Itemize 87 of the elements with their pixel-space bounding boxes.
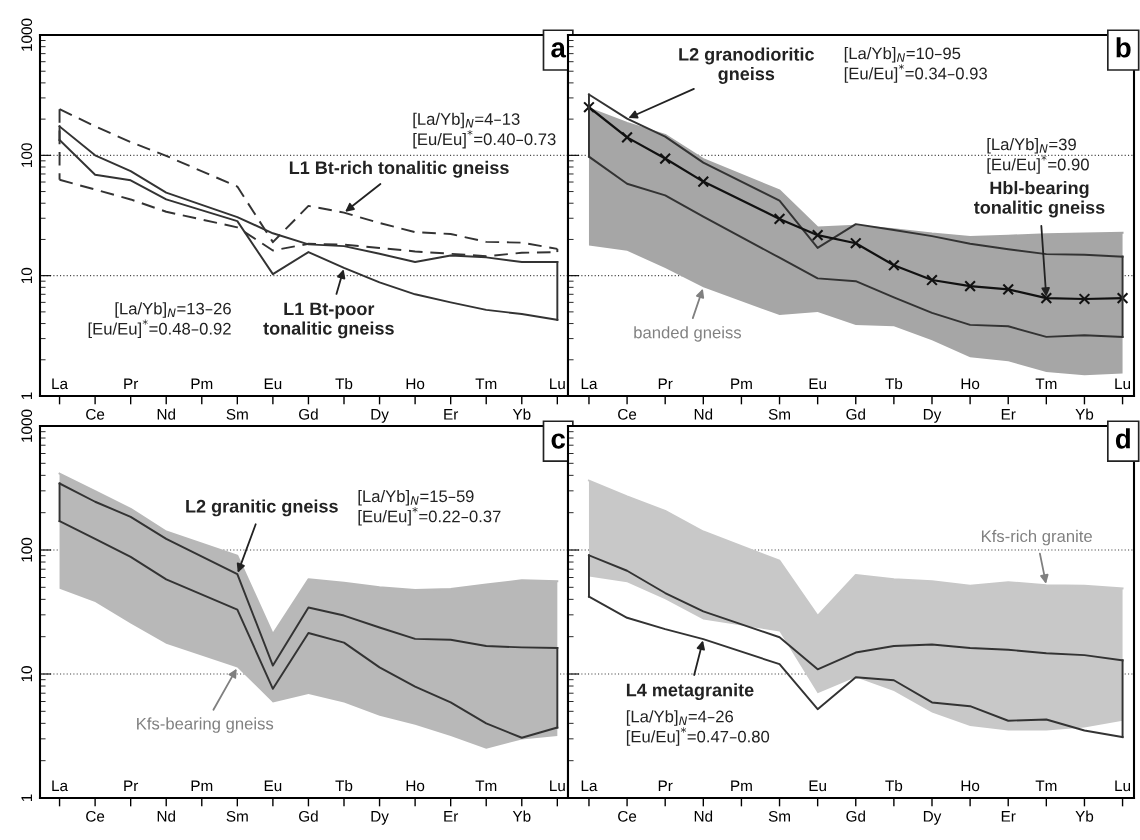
text: [La/Yb]$_{N}$=13–26 [Eu/Eu]$^{*}$=0.48–0.92 (88, 302, 231, 338)
x-tick-label: Tb (885, 779, 903, 792)
x-tick-label: Ce (86, 408, 105, 420)
x-tick-label: Ho (961, 378, 980, 390)
x-tick-label: Tm (475, 780, 497, 792)
x-tick-label: Tb (885, 377, 903, 390)
x-tick-label: Sm (226, 408, 248, 420)
x-tick-label: Tm (1035, 378, 1057, 390)
x-tick-label: Er (444, 811, 459, 822)
x-tick-label: Sm (768, 810, 790, 822)
y-tick-label: 10 (21, 666, 33, 682)
annotation: L1 Bt-rich tonalitic gneiss (289, 160, 509, 178)
annotation: [La/Yb]$_{N}$=15–59 [Eu/Eu]$^{*}$=0.22–0.37 (358, 489, 501, 526)
x-tick-label: La (581, 378, 598, 390)
x-tick-label: Pr (124, 378, 139, 390)
x-tick-label: Ho (406, 378, 425, 390)
x-tick-label: Tb (335, 377, 353, 390)
annotation: Kfs-bearing gneiss (137, 717, 274, 733)
x-tick-label: Eu (809, 378, 826, 390)
x-tick-label: Ce (618, 408, 637, 420)
annotation: L4 metagranite (626, 683, 754, 701)
y-tick-label: 1000 (21, 409, 33, 442)
y-tick-label: 10 (21, 267, 33, 283)
x-tick-label: Nd (694, 408, 713, 420)
x-tick-label: Pr (124, 780, 139, 792)
x-tick-label: Ho (961, 780, 980, 792)
x-tick-label: Lu (1115, 780, 1131, 792)
annotation: Hbl-bearing tonalitic gneiss (973, 181, 1105, 218)
x-tick-label: Er (444, 409, 459, 420)
x-tick-label: Yb (1075, 408, 1094, 420)
x-tick-label: Gd (299, 408, 318, 420)
x-tick-label: Lu (550, 378, 565, 390)
annotation: L2 granitic gneiss (186, 499, 338, 517)
annotation: Kfs-rich granite (981, 529, 1092, 546)
annotation: [La/Yb]$_{N}$=4–13 [Eu/Eu]$^{*}$=0.40–0.73 (413, 112, 556, 149)
x-tick-label: La (52, 378, 69, 390)
x-tick-label: Gd (846, 408, 865, 420)
x-tick-label: Tb (335, 779, 353, 792)
x-tick-label: Gd (299, 810, 318, 822)
x-tick-label: Sm (226, 810, 248, 822)
x-tick-label: Nd (157, 810, 175, 822)
x-tick-label: Lu (550, 780, 565, 792)
x-tick-label: Eu (264, 378, 282, 390)
annotation: banded gneiss (634, 326, 742, 342)
x-tick-label: Lu (1115, 378, 1131, 390)
x-tick-label: Yb (1075, 810, 1094, 822)
annotation: L1 Bt-poor tonalitic gneiss (263, 302, 394, 339)
x-tick-label: La (52, 780, 69, 792)
chart-title: d (1115, 428, 1130, 449)
x-tick-label: Sm (768, 408, 790, 420)
x-tick-label: La (581, 780, 598, 792)
x-tick-label: Pm (731, 780, 752, 792)
x-tick-label: Er (1001, 409, 1016, 420)
x-tick-label: Ce (86, 810, 105, 822)
x-tick-label: Gd (846, 810, 865, 822)
x-tick-label: Ho (406, 780, 425, 792)
x-tick-label: Dy (371, 811, 389, 825)
x-tick-label: Dy (923, 811, 942, 825)
x-tick-label: Pr (658, 378, 673, 390)
annotation: [La/Yb]$_{N}$=39 [Eu/Eu]$^{*}$=0.90 (987, 138, 1089, 174)
x-tick-label: Eu (264, 780, 282, 792)
chart-title: b (1116, 37, 1131, 58)
annotation: [La/Yb]$_{N}$=10–95 [Eu/Eu]$^{*}$=0.34–0.93 (844, 47, 987, 83)
x-tick-label: Tm (1035, 780, 1057, 792)
y-tick-label: 100 (21, 537, 33, 562)
x-tick-label: Pm (191, 378, 213, 390)
annotation: [La/Yb]$_{N}$=4–26 [Eu/Eu]$^{*}$=0.47–0.80 (626, 710, 770, 746)
y-tick-label: 1 (21, 392, 32, 400)
x-tick-label: Dy (923, 409, 942, 423)
x-tick-label: Nd (694, 810, 713, 822)
x-tick-label: Dy (371, 409, 389, 423)
x-tick-label: Yb (512, 810, 531, 822)
x-tick-label: Yb (512, 408, 531, 420)
x-tick-label: Pr (658, 780, 673, 792)
annotation: L2 granodioritic gneiss (679, 47, 814, 84)
x-tick-label: Ce (618, 810, 637, 822)
x-tick-label: Pm (731, 378, 752, 390)
chart-title: a (551, 42, 567, 58)
y-tick-label: 100 (21, 143, 33, 167)
x-tick-label: Nd (157, 408, 175, 420)
y-tick-label: 1000 (21, 18, 33, 51)
x-tick-label: Eu (809, 780, 826, 792)
x-tick-label: Er (1001, 811, 1016, 822)
chart-title: c (551, 433, 566, 449)
y-tick-label: 1 (21, 794, 32, 802)
x-tick-label: Pm (191, 780, 213, 792)
x-tick-label: Tm (475, 378, 497, 390)
